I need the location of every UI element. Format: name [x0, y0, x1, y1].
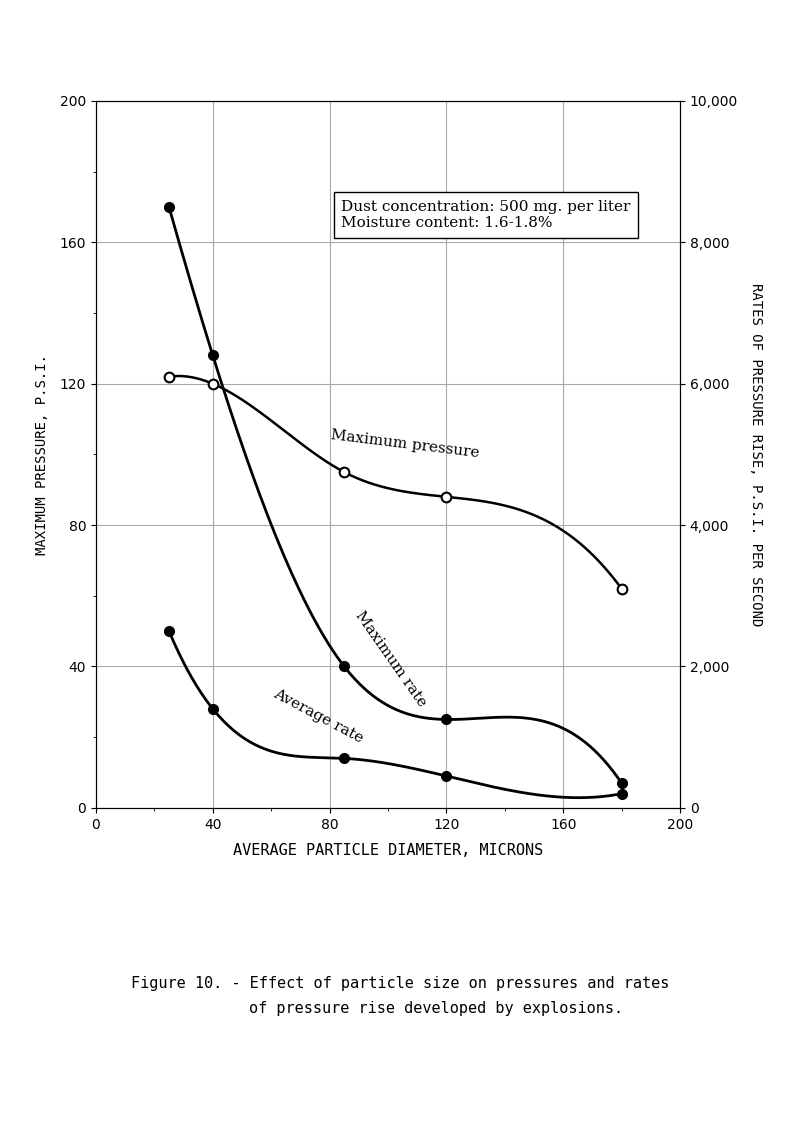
Text: Maximum pressure: Maximum pressure	[330, 427, 480, 460]
X-axis label: AVERAGE PARTICLE DIAMETER, MICRONS: AVERAGE PARTICLE DIAMETER, MICRONS	[233, 843, 543, 857]
Text: Average rate: Average rate	[271, 687, 366, 745]
Text: Figure 10. - Effect of particle size on pressures and rates
        of pressure : Figure 10. - Effect of particle size on …	[131, 976, 669, 1015]
Y-axis label: MAXIMUM PRESSURE, P.S.I.: MAXIMUM PRESSURE, P.S.I.	[34, 353, 49, 555]
Text: Dust concentration: 500 mg. per liter
Moisture content: 1.6-1.8%: Dust concentration: 500 mg. per liter Mo…	[342, 200, 630, 230]
Text: Maximum rate: Maximum rate	[353, 609, 430, 710]
Y-axis label: RATES OF PRESSURE RISE, P.S.I. PER SECOND: RATES OF PRESSURE RISE, P.S.I. PER SECON…	[749, 283, 763, 626]
